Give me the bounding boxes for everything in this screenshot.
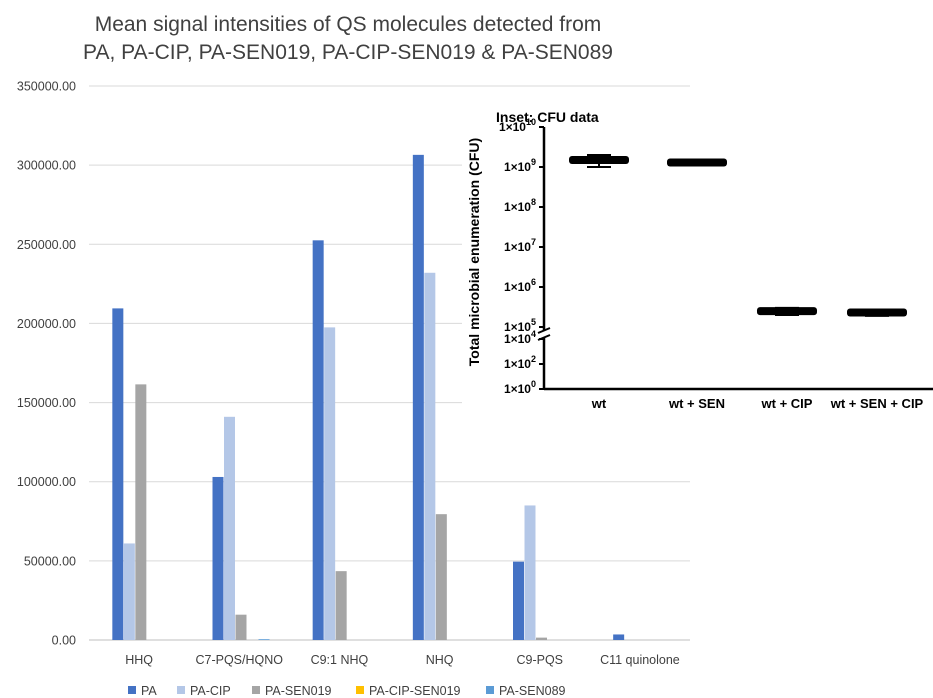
bar-pa-cip [324, 327, 336, 640]
gridlines [89, 85, 690, 641]
inset-data-cluster [569, 155, 629, 164]
x-category-label: C9-PQS [516, 653, 563, 667]
legend-swatch [356, 686, 364, 694]
inset-tick-exponent: 5 [531, 317, 536, 327]
inset-data-points [569, 153, 907, 317]
x-axis-category-labels: HHQ C7-PQS/HQNO C9:1 NHQ NHQ C9-PQS C11 quino… [125, 653, 680, 667]
y-tick-label: 250000.00 [17, 238, 76, 252]
legend-swatch [252, 686, 260, 694]
bar-pa-cip [123, 543, 135, 640]
inset-cfu-chart: Inset: CFU data Total microbial enumerat… [462, 109, 933, 412]
bar-series [112, 154, 625, 641]
inset-axes [537, 126, 933, 391]
bar-pa [513, 561, 524, 640]
inset-y-tick-label: 1×106 [504, 277, 536, 294]
y-tick-label: 150000.00 [17, 396, 76, 410]
inset-tick-exponent: 0 [531, 379, 536, 389]
inset-category-label: wt [591, 396, 607, 411]
inset-category-label: wt + CIP [761, 396, 813, 411]
bar-pa [212, 476, 224, 640]
y-tick-label: 0.00 [52, 634, 76, 648]
inset-tick-exponent: 6 [531, 277, 536, 287]
bar-pa-cip [524, 505, 536, 640]
x-category-label: HHQ [125, 653, 153, 667]
y-tick-label: 50000.00 [24, 554, 76, 568]
inset-axis-break [537, 327, 551, 334]
inset-title: Inset: CFU data [496, 109, 599, 125]
inset-y-tick-label: 1×102 [504, 354, 536, 371]
bar-pa-sen019 [536, 637, 547, 640]
bar-pa [112, 308, 124, 640]
chart-title-line-2: PA, PA-CIP, PA-SEN019, PA-CIP-SEN019 & P… [83, 41, 613, 64]
bar-pa [412, 154, 424, 640]
inset-data-cluster [847, 308, 907, 317]
inset-y-axis-label: Total microbial enumeration (CFU) [466, 138, 482, 366]
legend-swatch [128, 686, 136, 694]
bar-pa-sen019 [335, 571, 347, 640]
inset-y-tick-label: 1×107 [504, 237, 536, 254]
bar-pa [613, 634, 625, 640]
y-tick-label: 100000.00 [17, 475, 76, 489]
inset-tick-exponent: 8 [531, 197, 536, 207]
y-tick-label: 350000.00 [17, 80, 76, 94]
inset-y-tick-label: 1×105 [504, 317, 536, 334]
inset-tick-exponent: 10 [526, 117, 536, 127]
inset-tick-exponent: 4 [531, 329, 536, 339]
inset-data-cluster [667, 158, 727, 167]
inset-category-label: wt + SEN + CIP [830, 396, 924, 411]
inset-category-label: wt + SEN [668, 396, 725, 411]
inset-category-labels: wt wt + SEN wt + CIP wt + SEN + CIP [591, 396, 924, 411]
bar-pa-sen019 [235, 614, 247, 640]
x-category-label: C11 quinolone [600, 653, 680, 667]
bar-pa-cip [224, 416, 235, 640]
x-category-label: C9:1 NHQ [311, 653, 369, 667]
legend-label: PA [141, 684, 157, 698]
bar-pa-cip [424, 272, 436, 640]
chart-title-line-1: Mean signal intensities of QS molecules … [95, 13, 602, 36]
y-tick-label: 300000.00 [17, 159, 76, 173]
inset-y-tick-label: 1×100 [504, 379, 536, 396]
inset-y-tick-label: 1×108 [504, 197, 536, 214]
legend-label: PA-SEN089 [499, 684, 566, 698]
inset-y-tick-labels: 1×10101×1091×1081×1071×1061×1051×1041×10… [499, 117, 536, 396]
inset-data-cluster [757, 307, 817, 316]
legend-swatch [486, 686, 494, 694]
inset-y-tick-label: 1×109 [504, 157, 536, 174]
y-tick-label: 200000.00 [17, 317, 76, 331]
legend-label: PA-CIP [190, 684, 231, 698]
inset-y-tick-label: 1×104 [504, 329, 536, 346]
y-axis-tick-labels: 0.00 50000.00 100000.00 150000.00 200000.00 2… [17, 80, 76, 648]
x-category-label: NHQ [426, 653, 454, 667]
legend-label: PA-CIP-SEN019 [369, 684, 461, 698]
legend-label: PA-SEN019 [265, 684, 332, 698]
inset-tick-exponent: 9 [531, 157, 536, 167]
bar-pa [312, 240, 324, 641]
bar-pa-sen019 [435, 514, 447, 640]
bar-pa-sen089 [258, 639, 270, 640]
bar-pa-sen019 [135, 384, 147, 640]
x-category-label: C7-PQS/HQNO [195, 653, 283, 667]
legend-swatch [177, 686, 185, 694]
legend: PA PA-CIP PA-SEN019 PA-CIP-SEN019 PA-SEN089 [128, 684, 566, 698]
inset-tick-exponent: 7 [531, 237, 536, 247]
inset-tick-exponent: 2 [531, 354, 536, 364]
